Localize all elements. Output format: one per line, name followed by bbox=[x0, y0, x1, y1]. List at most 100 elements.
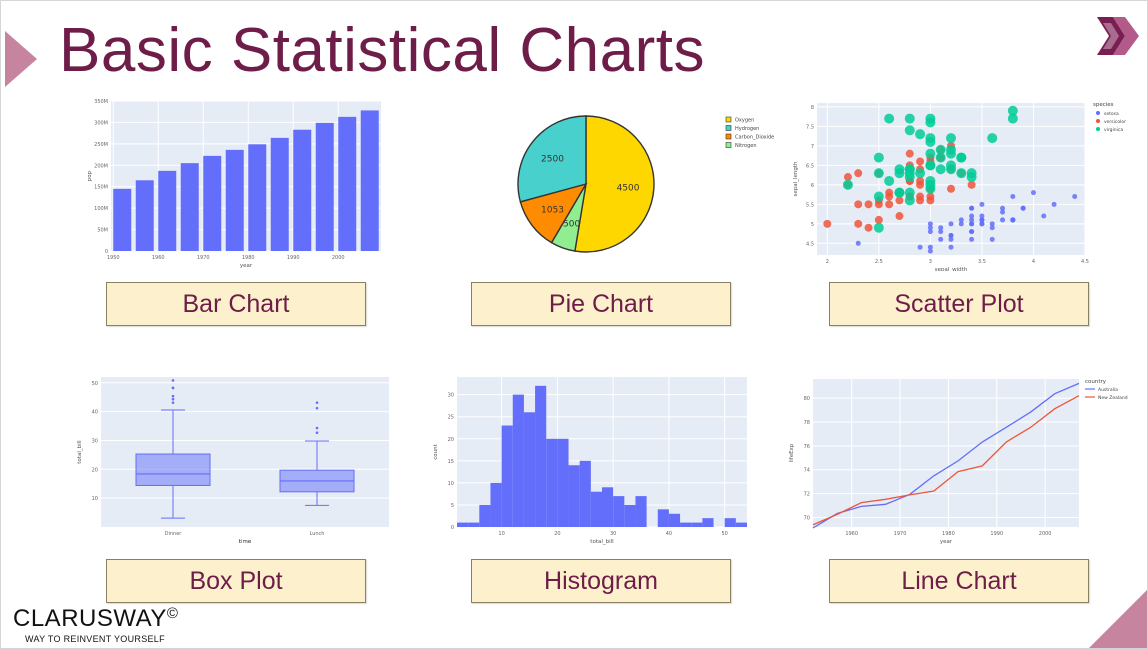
scatter-xtick-label: 3 bbox=[929, 259, 932, 265]
box-outlier bbox=[171, 386, 175, 390]
scatter-point bbox=[966, 172, 977, 183]
hist-bar bbox=[512, 394, 524, 527]
scatter-xtick-label: 3.5 bbox=[978, 259, 986, 265]
box-outlier bbox=[315, 431, 319, 435]
hist-bar bbox=[691, 522, 703, 527]
hist-xtick-label: 10 bbox=[498, 531, 504, 537]
hist-x-axis-title: total_bill bbox=[590, 539, 614, 545]
scatter-point bbox=[1051, 201, 1057, 207]
line-ytick-label: 74 bbox=[804, 468, 810, 474]
scatter-point bbox=[969, 229, 975, 235]
bar-chart-label: Bar Chart bbox=[106, 282, 366, 326]
box-ytick-label: 10 bbox=[92, 496, 98, 502]
scatter-point bbox=[842, 179, 853, 190]
line-ytick-label: 76 bbox=[804, 444, 810, 450]
hist-bar bbox=[501, 425, 513, 527]
scatter-legend-title: species bbox=[1093, 102, 1114, 108]
scatter-point bbox=[958, 221, 964, 227]
pie-chart-label: Pie Chart bbox=[471, 282, 731, 326]
scatter-point bbox=[873, 222, 884, 233]
scatter-point bbox=[989, 225, 995, 231]
bar-mark bbox=[135, 180, 154, 251]
line-legend-label: Australia bbox=[1098, 387, 1118, 393]
hist-bar bbox=[479, 504, 491, 527]
scatter-point bbox=[855, 240, 861, 246]
scatter-point bbox=[927, 229, 933, 235]
line-ytick-label: 72 bbox=[804, 492, 810, 498]
hist-bar bbox=[735, 522, 747, 527]
scatter-point bbox=[904, 113, 915, 124]
scatter-ytick-label: 8 bbox=[811, 105, 814, 111]
scatter-plot: 4.5 5 5.5 6 6.5 7 7.5 8 2 2.5 3 3.5 4 4.5 sepal_width s… bbox=[793, 102, 1126, 271]
scatter-legend-label: versicolor bbox=[1104, 119, 1126, 125]
scatter-point bbox=[956, 152, 967, 163]
scatter-point bbox=[969, 236, 975, 242]
scatter-point bbox=[925, 133, 936, 144]
scatter-point bbox=[1020, 205, 1026, 211]
bar-xtick-label: 1960 bbox=[152, 255, 165, 261]
bar-ytick-label: 300M bbox=[94, 120, 108, 126]
scatter-ytick-label: 6 bbox=[811, 183, 814, 189]
pie-slice bbox=[574, 115, 655, 253]
hist-bar bbox=[590, 491, 602, 527]
line-xtick-label: 1960 bbox=[845, 531, 858, 537]
histogram-label: Histogram bbox=[471, 559, 731, 603]
scatter-point bbox=[948, 221, 954, 227]
scatter-point bbox=[874, 215, 883, 224]
bar-ytick-label: 0 bbox=[105, 249, 108, 255]
hist-bar bbox=[468, 522, 480, 527]
scatter-point bbox=[916, 192, 925, 201]
scatter-plot-area bbox=[817, 103, 1085, 255]
bar-ytick-label: 250M bbox=[94, 142, 108, 148]
hist-bar bbox=[523, 412, 536, 527]
bar-plot-area bbox=[111, 101, 381, 251]
scatter-point bbox=[935, 144, 946, 155]
scatter-point bbox=[873, 168, 884, 179]
hist-ytick-label: 25 bbox=[448, 415, 454, 421]
line-legend-label: New Zealand bbox=[1098, 395, 1128, 401]
bar-ytick-label: 50M bbox=[97, 228, 108, 234]
scatter-ytick-label: 4.5 bbox=[806, 241, 814, 247]
hist-ytick-label: 0 bbox=[451, 525, 454, 531]
bar-ytick-label: 150M bbox=[94, 185, 108, 191]
scatter-xtick-label: 4.5 bbox=[1081, 259, 1089, 265]
scatter-point bbox=[864, 200, 873, 209]
line-chart: 70 72 74 76 78 80 1960 1970 1980 1990 2000 year life… bbox=[789, 379, 1128, 545]
scatter-ytick-label: 7.5 bbox=[806, 124, 814, 130]
hist-bar bbox=[535, 385, 547, 527]
line-chart-label: Line Chart bbox=[829, 559, 1089, 603]
scatter-point bbox=[938, 229, 944, 235]
scatter-point bbox=[925, 160, 936, 171]
hist-bar bbox=[657, 509, 669, 527]
box-outlier bbox=[315, 406, 319, 410]
decorative-corner-triangle bbox=[1089, 590, 1147, 648]
scatter-point bbox=[905, 149, 914, 158]
line-xtick-label: 1990 bbox=[990, 531, 1003, 537]
box-ytick-label: 30 bbox=[92, 438, 98, 444]
bar-mark bbox=[225, 149, 244, 251]
scatter-point bbox=[915, 168, 926, 179]
scatter-point bbox=[927, 248, 933, 254]
hist-bar bbox=[457, 522, 469, 527]
scatter-point bbox=[967, 180, 976, 189]
bar-xtick-label: 1980 bbox=[242, 255, 255, 261]
scatter-plot-label: Scatter Plot bbox=[829, 282, 1089, 326]
scatter-point bbox=[885, 188, 894, 197]
box-x-axis-title: time bbox=[239, 539, 252, 545]
bar-mark bbox=[315, 122, 334, 251]
page-title: Basic Statistical Charts bbox=[59, 16, 705, 85]
scatter-point bbox=[894, 187, 905, 198]
bar-xtick-label: 1950 bbox=[107, 255, 120, 261]
box-ytick-label: 20 bbox=[92, 467, 98, 473]
scatter-point bbox=[917, 244, 923, 250]
scatter-point bbox=[1007, 105, 1018, 116]
line-ytick-label: 70 bbox=[804, 515, 810, 521]
scatter-point bbox=[874, 200, 883, 209]
scatter-point bbox=[989, 236, 995, 242]
line-legend-title: country bbox=[1085, 379, 1107, 385]
box-category-label: Dinner bbox=[165, 531, 183, 537]
scatter-xtick-label: 4 bbox=[1032, 259, 1035, 265]
hist-xtick-label: 20 bbox=[554, 531, 560, 537]
scatter-point bbox=[948, 233, 954, 239]
